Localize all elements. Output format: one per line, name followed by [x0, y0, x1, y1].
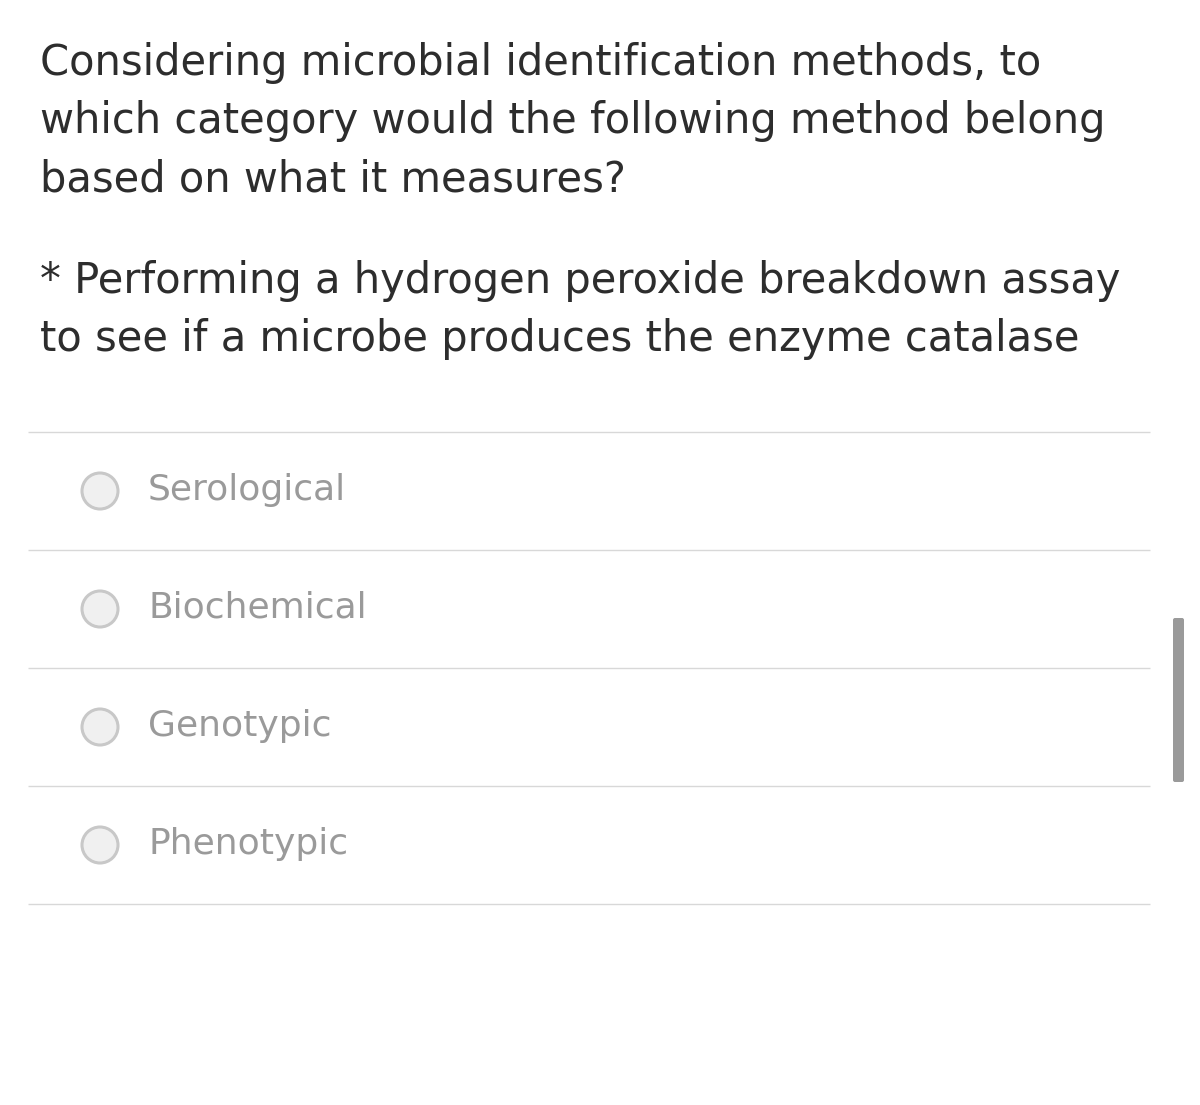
- Circle shape: [82, 591, 118, 627]
- FancyBboxPatch shape: [1174, 618, 1184, 782]
- Text: Considering microbial identification methods, to: Considering microbial identification met…: [40, 42, 1042, 84]
- Text: based on what it measures?: based on what it measures?: [40, 158, 626, 200]
- Text: Serological: Serological: [148, 473, 346, 507]
- Text: * Performing a hydrogen peroxide breakdown assay: * Performing a hydrogen peroxide breakdo…: [40, 260, 1121, 302]
- Text: to see if a microbe produces the enzyme catalase: to see if a microbe produces the enzyme …: [40, 318, 1080, 360]
- Text: Genotypic: Genotypic: [148, 709, 331, 743]
- Text: Biochemical: Biochemical: [148, 591, 367, 625]
- Circle shape: [82, 709, 118, 745]
- Circle shape: [82, 827, 118, 863]
- Text: which category would the following method belong: which category would the following metho…: [40, 99, 1105, 143]
- Text: Phenotypic: Phenotypic: [148, 827, 348, 861]
- Circle shape: [82, 473, 118, 509]
